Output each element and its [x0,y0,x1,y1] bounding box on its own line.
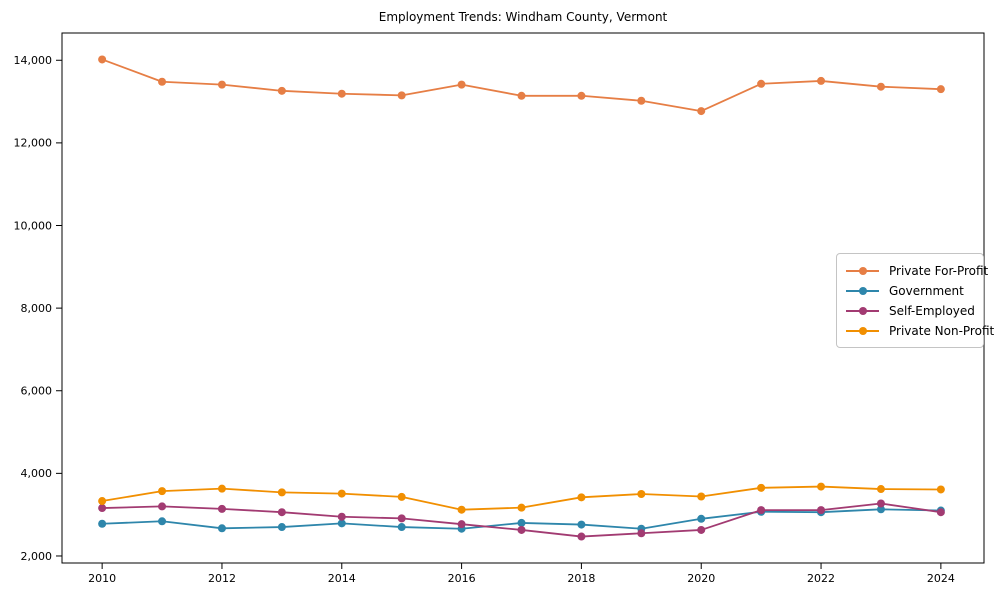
y-tick-label: 10,000 [14,219,53,232]
y-tick-label: 2,000 [21,550,53,563]
data-point [517,525,526,534]
data-point [457,520,466,529]
legend-item: Self-Employed [846,302,977,321]
y-tick-label: 12,000 [14,137,53,150]
data-point [337,489,346,498]
data-point [936,485,945,494]
data-point [277,86,286,95]
line-marker-icon [846,266,879,275]
data-point [876,82,885,91]
x-tick-label: 2020 [687,572,715,585]
data-point [697,525,706,534]
data-point [397,523,406,532]
data-point [98,55,107,64]
line-marker-icon [846,327,879,336]
data-point [577,91,586,100]
data-point [637,96,646,105]
data-point [98,504,107,513]
data-point [757,506,766,515]
data-point [397,492,406,501]
data-point [217,504,226,513]
data-point [637,529,646,538]
data-point [397,91,406,100]
data-point [277,508,286,517]
data-point [876,505,885,514]
data-point [817,482,826,491]
data-point [217,524,226,533]
y-tick-label: 6,000 [21,385,53,398]
data-point [158,502,167,511]
data-point [876,485,885,494]
data-point [397,514,406,523]
data-point [457,80,466,89]
data-point [517,518,526,527]
x-tick-label: 2012 [208,572,236,585]
data-point [697,492,706,501]
series-line [101,58,941,112]
data-point [817,506,826,515]
data-point [577,493,586,502]
x-tick-label: 2018 [567,572,595,585]
legend-item: Private Non-Profit [846,322,994,341]
x-tick-label: 2016 [448,572,476,585]
x-tick-label: 2024 [927,572,955,585]
data-point [697,514,706,523]
legend-item: Private For-Profit [846,261,988,280]
data-point [98,497,107,506]
data-point [337,89,346,98]
data-point [757,79,766,88]
data-point [817,76,826,85]
data-point [936,508,945,517]
line-marker-icon [846,307,879,316]
data-point [637,490,646,499]
data-point [337,512,346,521]
data-point [158,77,167,86]
legend-label: Government [889,283,964,298]
data-point [757,483,766,492]
data-point [876,499,885,508]
y-tick-label: 8,000 [21,302,53,315]
data-point [577,520,586,529]
data-point [457,505,466,514]
data-point [517,91,526,100]
x-tick-label: 2010 [88,572,116,585]
data-point [217,80,226,89]
data-point [517,503,526,512]
legend-label: Private Non-Profit [889,324,995,339]
data-point [217,484,226,493]
legend-label: Self-Employed [889,304,975,319]
data-point [697,107,706,116]
y-tick-label: 4,000 [21,467,53,480]
legend-item: Government [846,281,977,300]
data-point [577,532,586,541]
data-point [277,488,286,497]
chart-legend: Private For-Profit Government Self-Emplo… [836,253,994,348]
legend-label: Private For-Profit [889,263,989,278]
y-tick-label: 14,000 [14,54,53,67]
line-marker-icon [846,286,879,295]
data-point [98,519,107,528]
plot-border [61,32,985,564]
chart-title: Employment Trends: Windham County, Vermo… [378,10,668,24]
data-point [936,85,945,94]
x-tick-label: 2014 [328,572,356,585]
data-point [158,517,167,526]
data-point [277,523,286,532]
x-tick-label: 2022 [807,572,835,585]
data-point [158,487,167,496]
data-point [337,519,346,528]
